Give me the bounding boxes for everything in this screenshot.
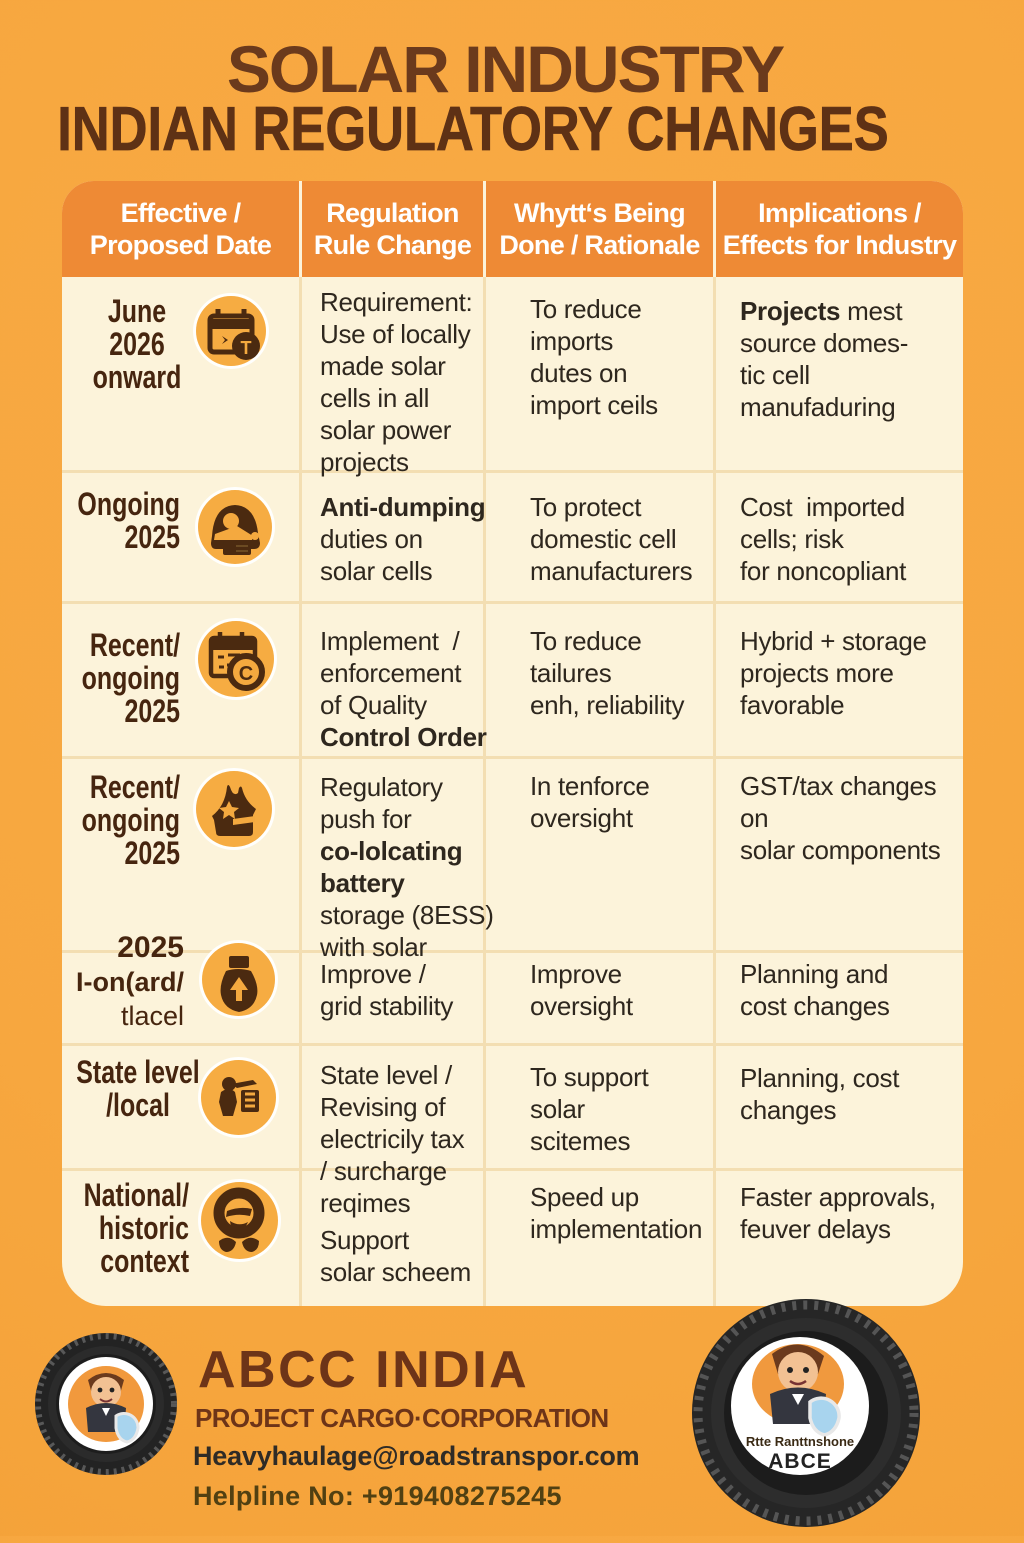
svg-text:Rtte Ranttnshone: Rtte Ranttnshone bbox=[746, 1434, 854, 1449]
svg-text:T: T bbox=[241, 338, 252, 358]
svg-text:C: C bbox=[239, 663, 253, 685]
svg-text:ABCE: ABCE bbox=[768, 1450, 832, 1473]
